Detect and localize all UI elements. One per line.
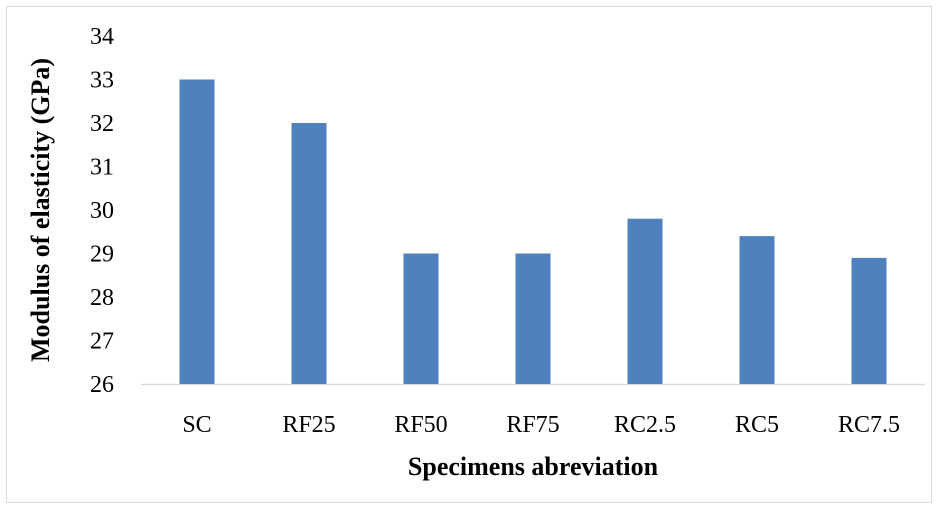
- y-tick-label: 29: [90, 242, 114, 268]
- y-tick-label: 32: [90, 111, 114, 137]
- bar-sc: [179, 79, 215, 384]
- x-tick-label: RC2.5: [614, 412, 676, 438]
- x-axis-title: Specimens abreviation: [408, 452, 659, 481]
- y-axis-ticks: 26 27 28 29 30 31 32 33 34: [90, 24, 114, 398]
- x-tick-label: RF75: [506, 412, 559, 438]
- y-tick-label: 31: [90, 155, 114, 181]
- y-tick-label: 26: [90, 372, 114, 398]
- y-tick-label: 34: [90, 24, 114, 50]
- y-tick-label: 28: [90, 285, 114, 311]
- bar-rc5: [739, 236, 775, 384]
- bar-rf25: [291, 123, 327, 384]
- x-tick-label: RC5: [735, 412, 779, 438]
- y-tick-label: 30: [90, 198, 114, 224]
- x-tick-label: RF50: [394, 412, 447, 438]
- bar-rf75: [515, 253, 551, 384]
- bar-rc2-5: [627, 218, 663, 384]
- y-axis-title: Modulus of elasticity (GPa): [26, 58, 55, 362]
- bar-rf50: [403, 253, 439, 384]
- bars: [179, 79, 887, 384]
- x-tick-label: SC: [182, 412, 211, 438]
- x-tick-label: RC7.5: [838, 412, 900, 438]
- chart-frame: [6, 6, 932, 503]
- y-tick-label: 27: [90, 329, 114, 355]
- x-tick-label: RF25: [282, 412, 335, 438]
- x-axis-ticks: SC RF25 RF50 RF75 RC2.5 RC5 RC7.5: [182, 412, 900, 438]
- y-tick-label: 33: [90, 68, 114, 94]
- bar-rc7-5: [851, 257, 887, 384]
